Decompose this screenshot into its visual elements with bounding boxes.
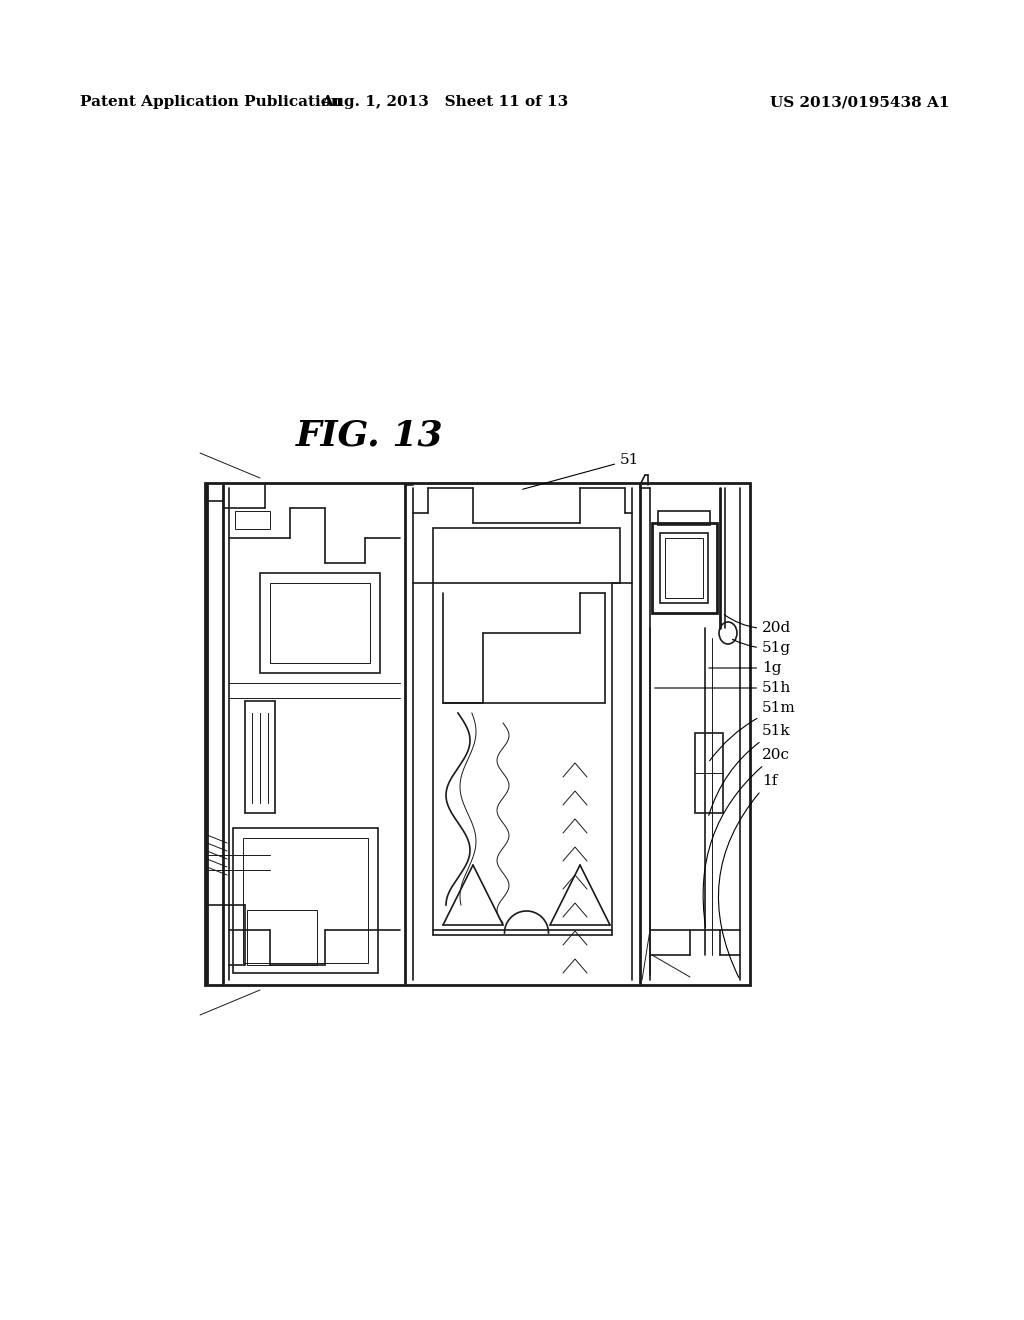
Text: 51g: 51g bbox=[732, 639, 792, 655]
Bar bbox=[260, 573, 380, 673]
Bar bbox=[433, 528, 620, 583]
Text: US 2013/0195438 A1: US 2013/0195438 A1 bbox=[770, 95, 950, 110]
Bar bbox=[205, 483, 750, 985]
Bar bbox=[270, 583, 370, 663]
Text: 51m: 51m bbox=[710, 701, 796, 760]
Text: Aug. 1, 2013   Sheet 11 of 13: Aug. 1, 2013 Sheet 11 of 13 bbox=[322, 95, 568, 110]
Bar bbox=[233, 828, 378, 973]
Bar bbox=[652, 523, 717, 612]
Bar bbox=[658, 511, 710, 525]
Text: 1f: 1f bbox=[719, 774, 777, 978]
Text: 51: 51 bbox=[522, 453, 639, 490]
Text: Patent Application Publication: Patent Application Publication bbox=[80, 95, 342, 110]
Text: 51k: 51k bbox=[709, 723, 791, 816]
Text: 1g: 1g bbox=[709, 661, 781, 675]
Bar bbox=[660, 533, 708, 603]
Bar bbox=[665, 539, 703, 598]
Bar bbox=[243, 838, 368, 964]
Text: 20c: 20c bbox=[703, 748, 790, 927]
Text: 51h: 51h bbox=[654, 681, 792, 696]
Text: FIG. 13: FIG. 13 bbox=[296, 418, 443, 451]
Bar bbox=[234, 511, 270, 529]
Bar bbox=[247, 909, 317, 965]
Bar bbox=[695, 733, 723, 813]
Text: 20d: 20d bbox=[724, 615, 792, 635]
